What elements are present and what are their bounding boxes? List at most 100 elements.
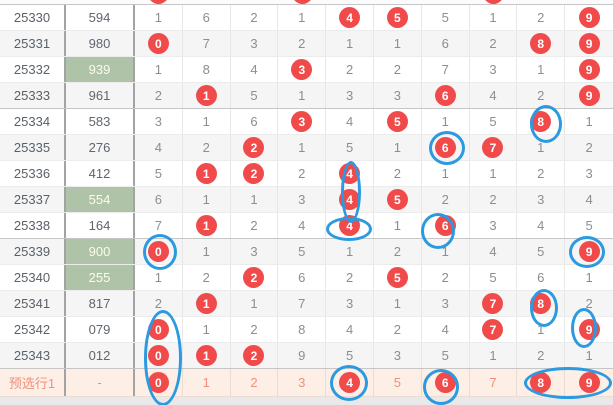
- digit-cell[interactable]: 5: [374, 109, 422, 134]
- digit-cell[interactable]: 1: [135, 265, 183, 290]
- digit-cell[interactable]: 1: [374, 213, 422, 238]
- digit-cell[interactable]: 1: [470, 5, 518, 30]
- digit-cell[interactable]: 4: [326, 213, 374, 238]
- digit-cell[interactable]: 1: [517, 57, 566, 82]
- digit-cell[interactable]: 2: [183, 135, 231, 160]
- digit-cell[interactable]: 1: [183, 161, 231, 186]
- digit-cell[interactable]: 1: [278, 5, 327, 30]
- digit-cell[interactable]: 1: [470, 343, 518, 368]
- digit-cell[interactable]: 8: [517, 109, 566, 134]
- digit-cell[interactable]: 2: [517, 343, 566, 368]
- digit-cell[interactable]: 3: [326, 291, 374, 316]
- digit-cell[interactable]: 2: [565, 135, 613, 160]
- digit-cell[interactable]: 6: [231, 109, 279, 134]
- digit-cell[interactable]: 8: [278, 317, 327, 342]
- preselect-digit-cell[interactable]: 3: [278, 369, 327, 396]
- digit-cell[interactable]: 2: [422, 187, 470, 212]
- preselect-digit-cell[interactable]: 9: [565, 369, 613, 396]
- digit-cell[interactable]: 1: [183, 83, 231, 108]
- digit-cell[interactable]: 5: [374, 5, 422, 30]
- digit-cell[interactable]: 7: [135, 213, 183, 238]
- digit-cell[interactable]: 1: [135, 5, 183, 30]
- digit-cell[interactable]: 1: [183, 213, 231, 238]
- digit-cell[interactable]: 2: [231, 161, 279, 186]
- digit-cell[interactable]: 1: [422, 161, 470, 186]
- digit-cell[interactable]: 1: [565, 109, 613, 134]
- digit-cell[interactable]: 2: [326, 57, 374, 82]
- digit-cell[interactable]: 9: [565, 239, 613, 264]
- digit-cell[interactable]: 5: [470, 109, 518, 134]
- digit-cell[interactable]: 5: [517, 239, 566, 264]
- digit-cell[interactable]: 7: [422, 57, 470, 82]
- digit-cell[interactable]: 2: [135, 83, 183, 108]
- digit-cell[interactable]: 6: [278, 265, 327, 290]
- digit-cell[interactable]: 1: [517, 135, 566, 160]
- digit-cell[interactable]: 5: [278, 239, 327, 264]
- digit-cell[interactable]: 6: [517, 265, 566, 290]
- digit-cell[interactable]: 5: [422, 343, 470, 368]
- digit-cell[interactable]: 3: [374, 343, 422, 368]
- preselect-digit-cell[interactable]: 0: [135, 369, 183, 396]
- digit-cell[interactable]: 2: [565, 291, 613, 316]
- digit-cell[interactable]: 5: [135, 161, 183, 186]
- digit-cell[interactable]: 1: [422, 109, 470, 134]
- digit-cell[interactable]: 4: [135, 135, 183, 160]
- digit-cell[interactable]: 2: [135, 291, 183, 316]
- digit-cell[interactable]: 4: [565, 187, 613, 212]
- digit-cell[interactable]: 1: [565, 343, 613, 368]
- digit-cell[interactable]: 4: [326, 187, 374, 212]
- digit-cell[interactable]: 4: [517, 213, 566, 238]
- digit-cell[interactable]: 3: [278, 57, 327, 82]
- digit-cell[interactable]: 6: [422, 213, 470, 238]
- digit-cell[interactable]: 1: [183, 317, 231, 342]
- digit-cell[interactable]: 1: [374, 135, 422, 160]
- digit-cell[interactable]: 1: [374, 31, 422, 56]
- digit-cell[interactable]: 7: [470, 317, 518, 342]
- digit-cell[interactable]: 9: [565, 31, 613, 56]
- digit-cell[interactable]: 6: [422, 83, 470, 108]
- digit-cell[interactable]: 1: [183, 109, 231, 134]
- digit-cell[interactable]: 7: [278, 291, 327, 316]
- digit-cell[interactable]: 2: [231, 213, 279, 238]
- digit-cell[interactable]: 4: [422, 317, 470, 342]
- digit-cell[interactable]: 2: [231, 343, 279, 368]
- digit-cell[interactable]: 3: [278, 109, 327, 134]
- digit-cell[interactable]: 1: [231, 187, 279, 212]
- digit-cell[interactable]: 4: [326, 317, 374, 342]
- digit-cell[interactable]: 5: [374, 187, 422, 212]
- digit-cell[interactable]: 1: [422, 239, 470, 264]
- digit-cell[interactable]: 2: [231, 265, 279, 290]
- preselect-digit-cell[interactable]: 2: [231, 369, 279, 396]
- digit-cell[interactable]: 1: [565, 265, 613, 290]
- digit-cell[interactable]: 2: [470, 31, 518, 56]
- digit-cell[interactable]: 3: [470, 213, 518, 238]
- digit-cell[interactable]: 2: [326, 265, 374, 290]
- digit-cell[interactable]: 0: [135, 343, 183, 368]
- digit-cell[interactable]: 2: [231, 5, 279, 30]
- digit-cell[interactable]: 4: [470, 83, 518, 108]
- digit-cell[interactable]: 1: [326, 239, 374, 264]
- digit-cell[interactable]: 2: [422, 265, 470, 290]
- preselect-digit-cell[interactable]: 5: [374, 369, 422, 396]
- digit-cell[interactable]: 2: [374, 161, 422, 186]
- digit-cell[interactable]: 1: [231, 291, 279, 316]
- preselect-digit-cell[interactable]: 7: [470, 369, 518, 396]
- digit-cell[interactable]: 3: [422, 291, 470, 316]
- digit-cell[interactable]: 5: [326, 343, 374, 368]
- digit-cell[interactable]: 4: [470, 239, 518, 264]
- digit-cell[interactable]: 2: [517, 5, 566, 30]
- digit-cell[interactable]: 0: [135, 239, 183, 264]
- digit-cell[interactable]: 9: [565, 317, 613, 342]
- digit-cell[interactable]: 0: [135, 317, 183, 342]
- digit-cell[interactable]: 6: [422, 135, 470, 160]
- preselect-digit-cell[interactable]: 6: [422, 369, 470, 396]
- digit-cell[interactable]: 6: [135, 187, 183, 212]
- digit-cell[interactable]: 3: [517, 187, 566, 212]
- digit-cell[interactable]: 3: [231, 239, 279, 264]
- preselect-digit-cell[interactable]: 4: [326, 369, 374, 396]
- digit-cell[interactable]: 5: [422, 5, 470, 30]
- digit-cell[interactable]: 2: [517, 83, 566, 108]
- digit-cell[interactable]: 8: [517, 291, 566, 316]
- digit-cell[interactable]: 1: [278, 83, 327, 108]
- digit-cell[interactable]: 4: [278, 213, 327, 238]
